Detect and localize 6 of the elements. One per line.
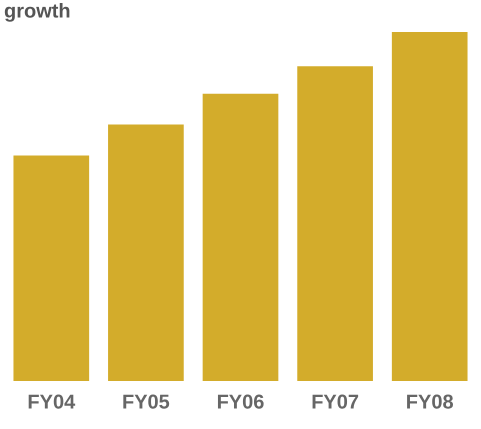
x-tick-label: FY08 [406, 392, 454, 414]
x-tick-label: FY07 [311, 392, 360, 414]
x-tick-label: FY04 [27, 392, 76, 414]
x-tick-label: FY05 [122, 392, 170, 414]
x-tick-label: FY06 [216, 392, 264, 414]
chart-title: growth [4, 0, 71, 23]
